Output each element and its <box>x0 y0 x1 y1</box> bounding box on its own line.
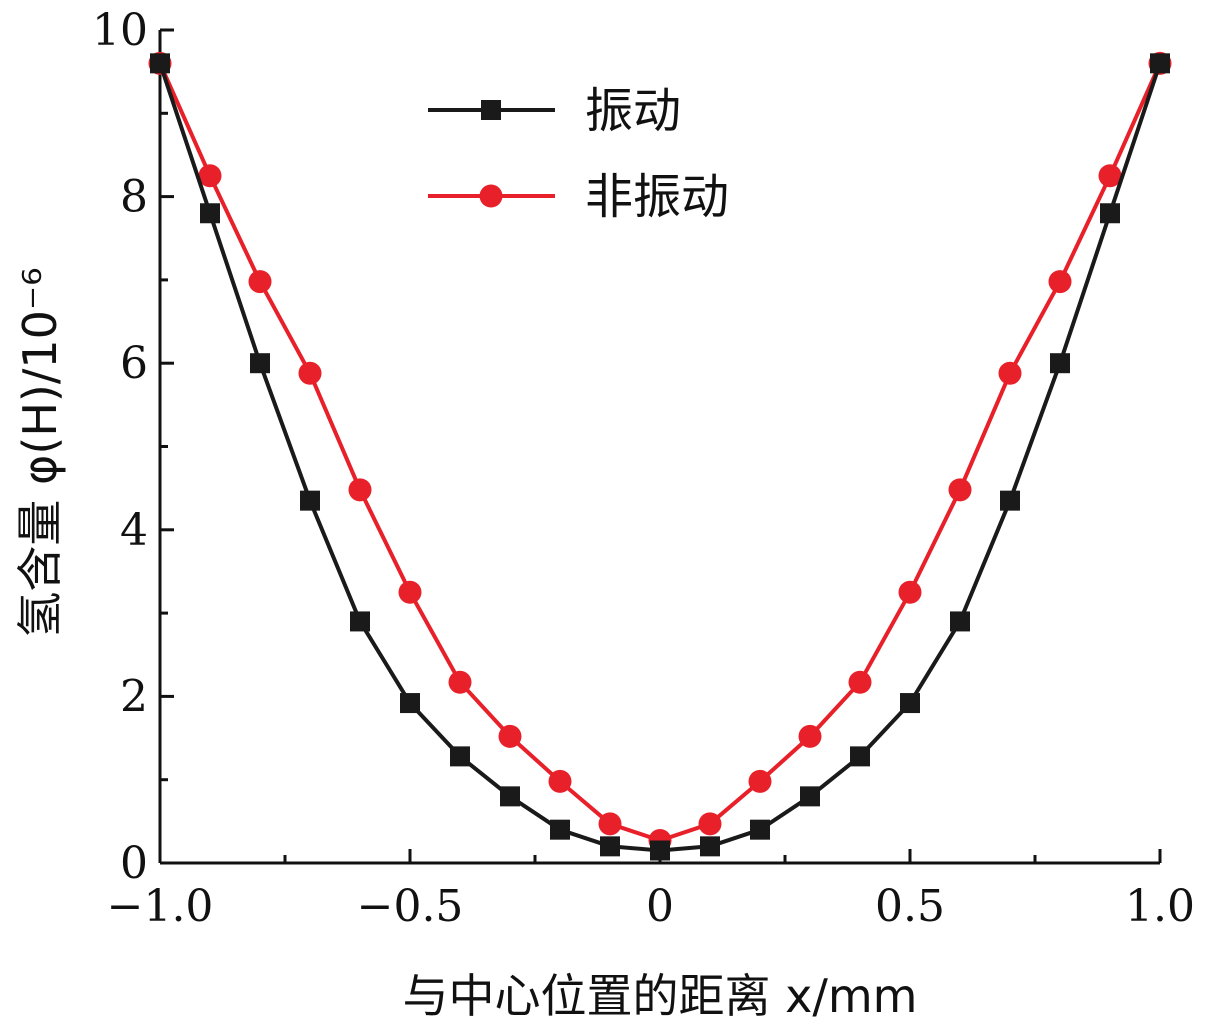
data-point <box>700 836 720 857</box>
data-point <box>448 670 472 694</box>
data-point <box>198 164 222 188</box>
data-point <box>248 270 272 294</box>
y-tick-label: 8 <box>120 172 148 223</box>
data-point <box>650 840 670 861</box>
y-axis-title: 氢含量 φ(H)/10⁻⁶ <box>13 267 67 637</box>
x-tick-label: −0.5 <box>357 881 464 932</box>
data-point <box>1000 490 1020 511</box>
data-point <box>800 786 820 807</box>
data-point <box>598 812 622 836</box>
legend-item: 非振动 <box>428 169 729 225</box>
series-layer <box>148 51 1172 861</box>
legend-marker <box>479 184 503 208</box>
data-point <box>298 361 322 385</box>
data-point <box>150 53 170 74</box>
data-point <box>400 693 420 714</box>
data-point <box>500 786 520 807</box>
x-tick-label: −1.0 <box>107 881 214 932</box>
data-point <box>398 580 422 604</box>
data-point <box>250 353 270 374</box>
x-tick-label: 0 <box>646 881 674 932</box>
data-point <box>200 203 220 224</box>
data-point <box>798 724 822 748</box>
x-tick-label: 1.0 <box>1125 881 1195 932</box>
data-point <box>450 746 470 767</box>
data-point <box>1150 53 1170 74</box>
data-point <box>850 746 870 767</box>
data-point <box>550 819 570 840</box>
data-point <box>900 693 920 714</box>
data-point <box>300 490 320 511</box>
y-tick-label: 10 <box>92 5 148 56</box>
data-point <box>350 611 370 632</box>
legend-label: 非振动 <box>585 169 729 225</box>
y-tick-label: 0 <box>120 838 148 889</box>
legend-item: 振动 <box>428 83 681 139</box>
data-point <box>698 812 722 836</box>
x-axis-title: 与中心位置的距离 x/mm <box>403 969 918 1023</box>
data-point <box>998 361 1022 385</box>
data-point <box>848 670 872 694</box>
data-point <box>1050 353 1070 374</box>
data-point <box>750 819 770 840</box>
y-tick-label: 2 <box>120 671 148 722</box>
data-point <box>948 478 972 502</box>
y-tick-label: 4 <box>120 505 148 556</box>
legend-marker <box>481 100 501 120</box>
legend-label: 振动 <box>585 83 681 139</box>
y-tick-label: 6 <box>120 338 148 389</box>
data-point <box>898 580 922 604</box>
data-point <box>600 836 620 857</box>
data-point <box>348 478 372 502</box>
data-point <box>1100 203 1120 224</box>
data-point <box>748 769 772 793</box>
data-point <box>950 611 970 632</box>
axes: −1.0 −0.5 0 0.5 1.0 0 2 4 6 8 10 <box>92 5 1195 932</box>
series-vibration <box>150 53 1170 861</box>
data-point <box>548 769 572 793</box>
data-point <box>1048 270 1072 294</box>
data-point <box>498 724 522 748</box>
x-tick-label: 0.5 <box>875 881 945 932</box>
data-point <box>1098 164 1122 188</box>
